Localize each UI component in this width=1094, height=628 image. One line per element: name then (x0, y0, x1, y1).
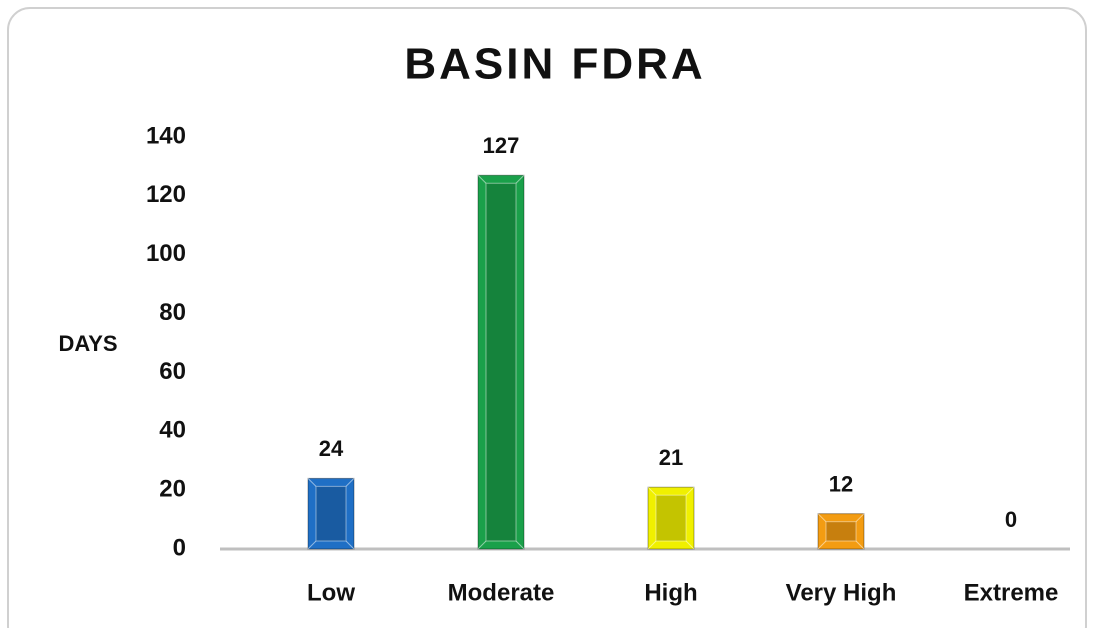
bar-bevel-edge (477, 174, 525, 550)
bar (647, 486, 695, 550)
chart-title: BASIN FDRA (404, 40, 705, 89)
data-label: 0 (1005, 507, 1017, 532)
bar-bevel (315, 485, 347, 542)
bar-bevel (655, 494, 687, 542)
chart-frame (7, 7, 1087, 628)
x-tick-label: Extreme (964, 579, 1059, 606)
bar-bevel-edge (817, 513, 865, 550)
y-tick-label: 0 (173, 534, 186, 561)
bar (307, 477, 355, 550)
y-tick-label: 140 (146, 122, 186, 149)
data-label: 21 (659, 445, 683, 470)
x-tick-label: Very High (786, 579, 897, 606)
bar (817, 513, 865, 550)
bar-bevel (825, 521, 857, 542)
x-tick-label: Low (307, 579, 355, 606)
y-tick-label: 20 (159, 475, 186, 502)
data-label: 12 (829, 471, 853, 496)
y-tick-label: 100 (146, 240, 186, 267)
x-tick-label: High (644, 579, 697, 606)
y-axis-label: DAYS (58, 331, 117, 356)
data-label: 24 (319, 436, 344, 461)
y-tick-label: 120 (146, 181, 186, 208)
bar-bevel-edge (647, 486, 695, 550)
bar-bevel-edge (307, 478, 355, 550)
y-tick-label: 80 (159, 299, 186, 326)
bar-bevel (485, 182, 517, 542)
bar (477, 174, 525, 550)
data-label: 127 (483, 133, 520, 158)
y-tick-label: 60 (159, 358, 186, 385)
x-tick-label: Moderate (448, 579, 555, 606)
y-tick-label: 40 (159, 417, 186, 444)
